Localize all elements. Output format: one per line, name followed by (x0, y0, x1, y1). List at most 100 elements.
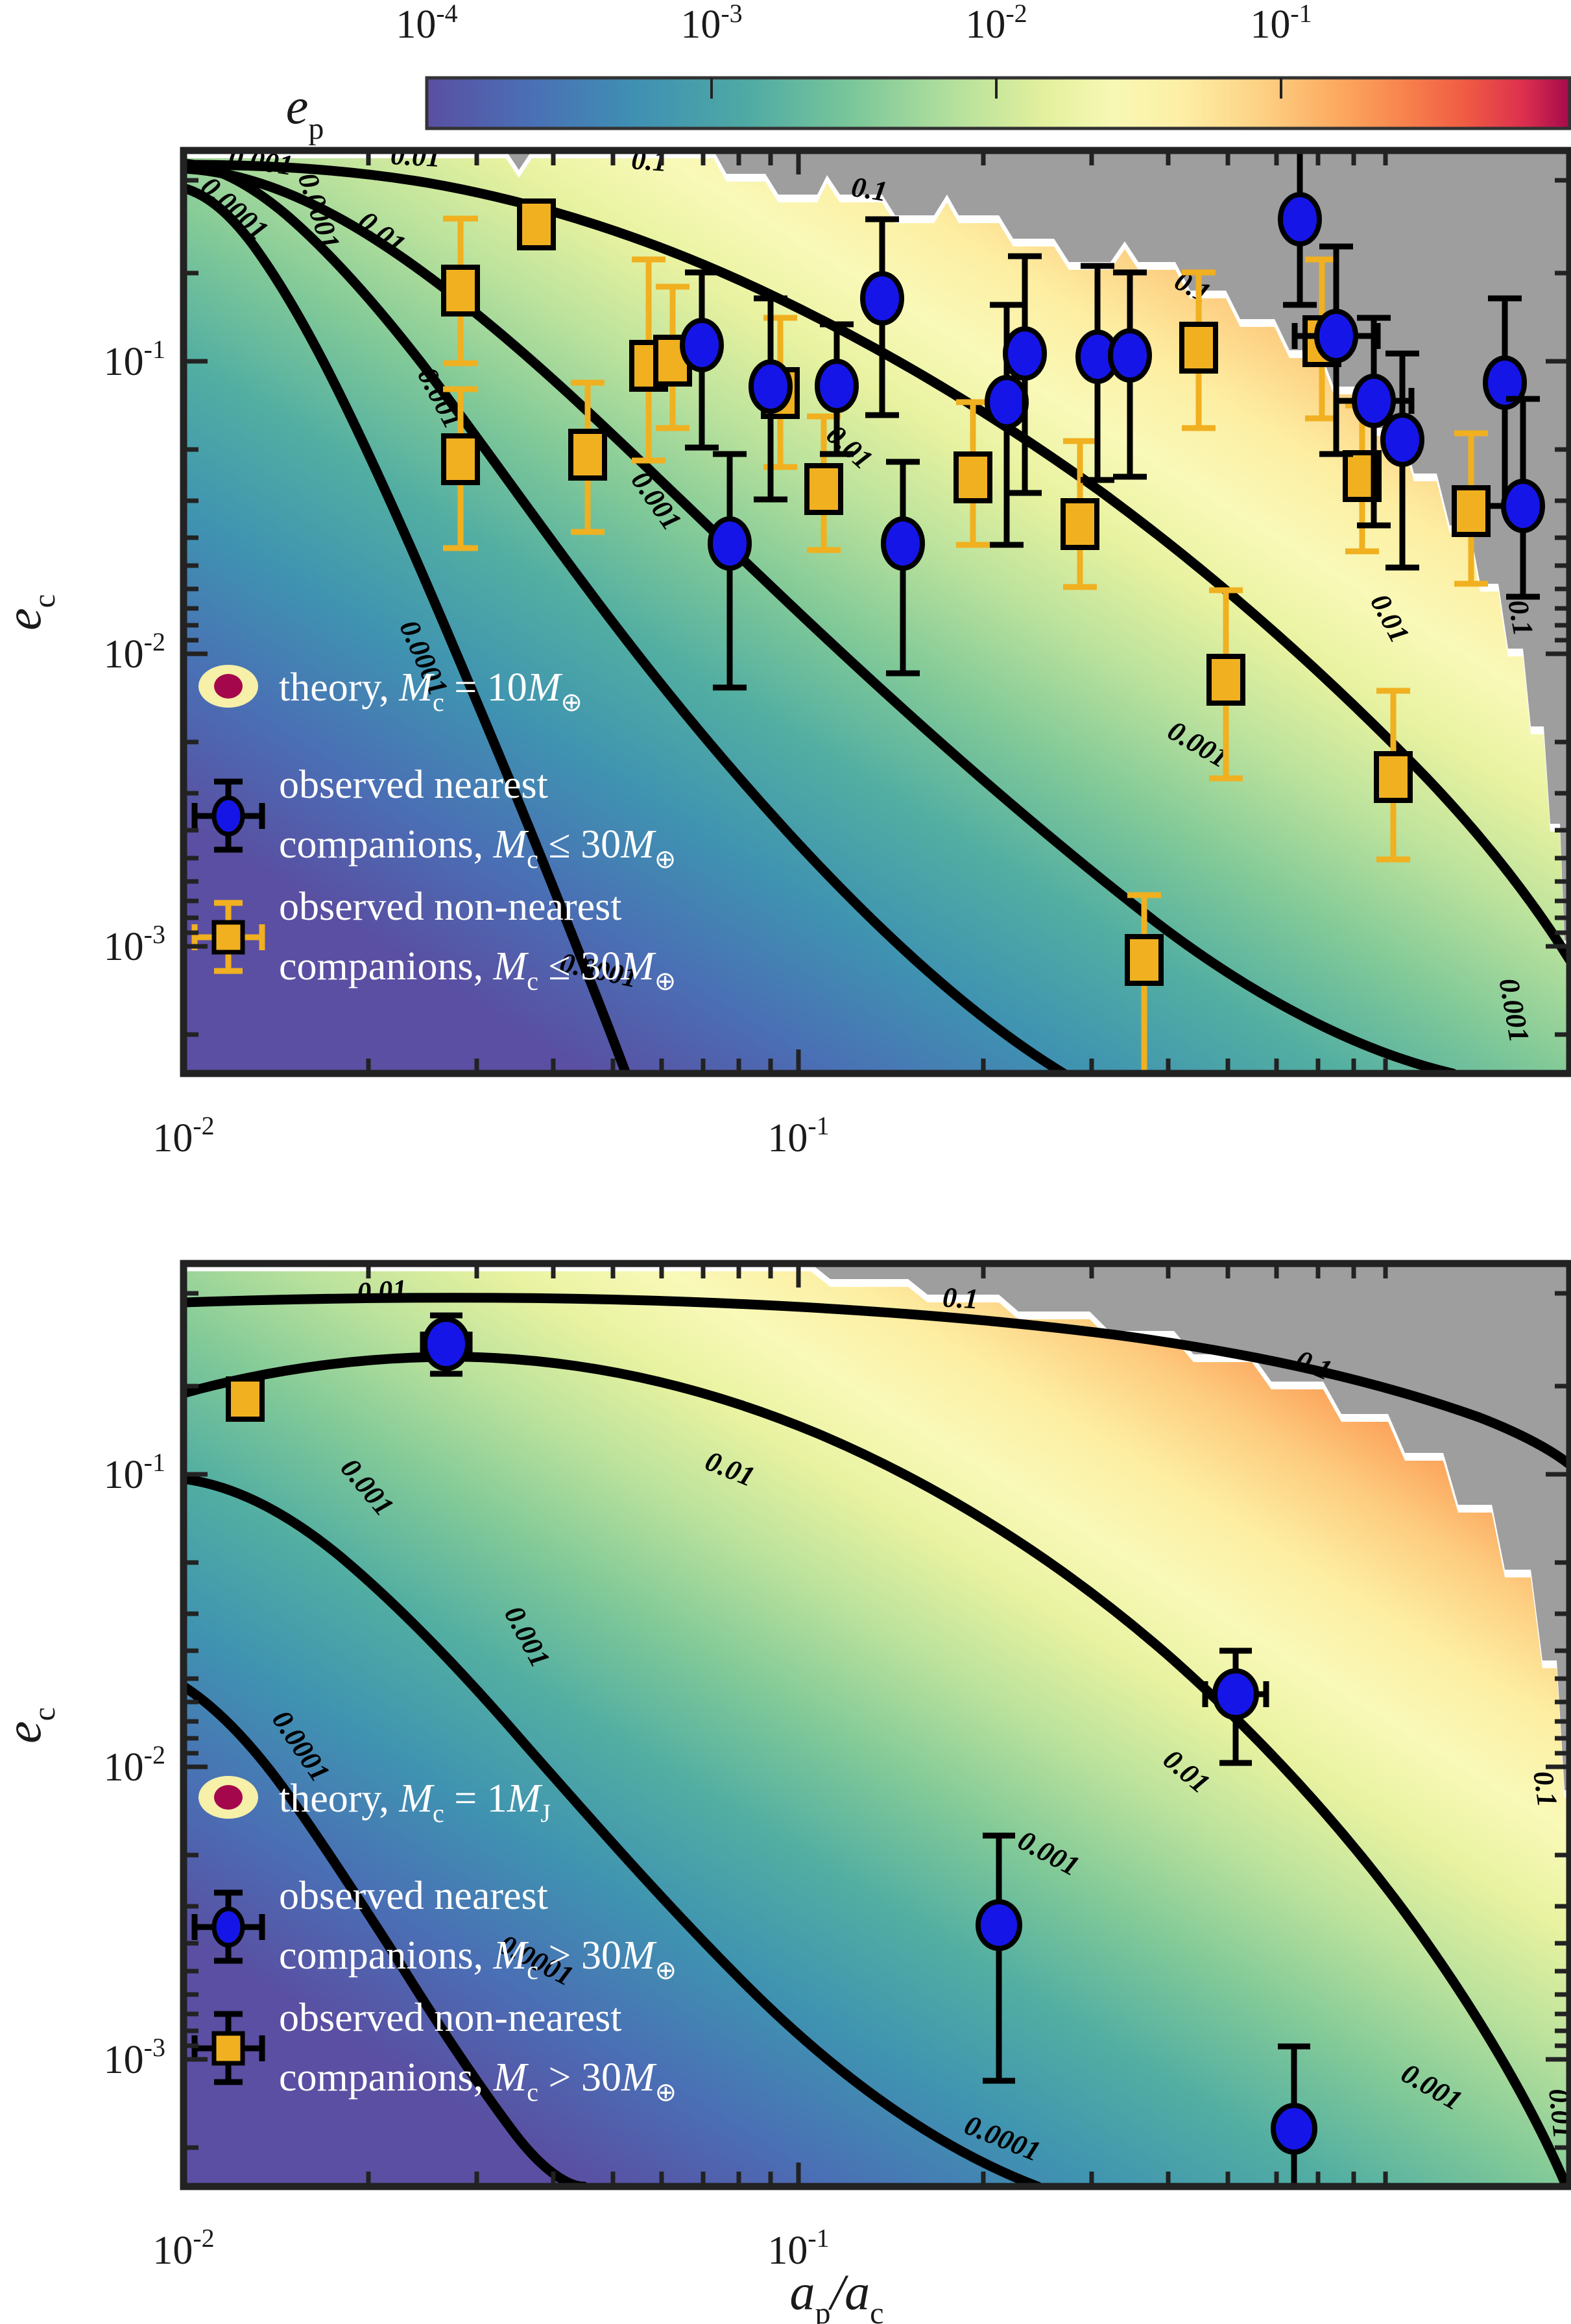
legend-text-theory-top: theory, Mc = 10M⊕ (279, 665, 582, 717)
cb-tick-exp-1: -3 (721, 0, 742, 28)
legend-marker-nonnearest-top (191, 900, 265, 974)
top-ytick-1: 10-2 (104, 627, 165, 677)
data-point-nonnearest (1125, 892, 1164, 1073)
top-ytick-2: 10-3 (104, 920, 165, 969)
svg-text:10-4: 10-4 (396, 0, 457, 47)
data-point-nearest (1333, 315, 1415, 529)
legend-marker-theory-bottom (198, 1776, 258, 1819)
legend-text-nonnearest-l2-top: companions, Mc ≤ 30M⊕ (279, 944, 676, 996)
bottom-panel-ticks (181, 1264, 1570, 2186)
top-panel-frame (180, 147, 1571, 1077)
contour-0.1-bottom (184, 1293, 1570, 1470)
legend-text-nearest-l1-top: observed nearest (279, 763, 548, 807)
data-point-nonnearest (804, 413, 843, 553)
contour-label-0.01-bl-d: 0.01 (1542, 2087, 1571, 2140)
bottom-ytick-1: 10-2 (104, 1740, 165, 1790)
legend-top: theory, Mc = 10M⊕ observed nearest compa… (191, 665, 676, 996)
bottom-ytick-0: 10-1 (104, 1448, 165, 1497)
data-point-nearest (749, 295, 793, 503)
legend-text-nonnearest-l2-bottom: companions, Mc > 30M⊕ (279, 2055, 677, 2107)
contour-0.001-bottom (184, 1474, 1043, 2186)
colorbar-label-main: e (286, 78, 309, 134)
legend-theory-prefix-top: theory, (279, 665, 399, 710)
bottom-ytick-2: 10-3 (104, 2033, 165, 2082)
data-point-nonnearest (953, 399, 992, 548)
data-point-nearest (976, 1832, 1022, 2084)
legend-text-nonnearest-l1-bottom: observed non-nearest (279, 1996, 622, 2040)
data-point-nonnearest (441, 215, 480, 366)
data-point-nearest (1202, 1647, 1269, 1766)
data-point-nearest (1278, 150, 1322, 308)
data-point-nearest (420, 1312, 473, 1377)
legend-marker-nearest-top (191, 778, 265, 853)
data-point-nonnearest (1061, 438, 1099, 590)
bottom-xtick-0: 10-2 (152, 2223, 214, 2273)
data-point-nonnearest (1206, 587, 1245, 782)
contour-label-0.01-a: 0.01 (390, 139, 441, 173)
cb-tick-exp-0: -4 (436, 0, 457, 28)
contour-label-0.1-bl-c: 0.1 (1527, 1769, 1563, 1808)
data-point-nearest (1501, 396, 1545, 600)
data-point-nearest (1291, 243, 1381, 457)
contour-0.0001-bottom (184, 1681, 589, 2186)
legend-bottom: theory, Mc = 1MJ observed nearest compan… (191, 1776, 677, 2107)
bottom-panel-frame (180, 1260, 1571, 2190)
legend-text-nearest-l2-top: companions, Mc ≤ 30M⊕ (279, 822, 676, 874)
contour-0.0001-top (184, 183, 631, 1073)
colorbar-tick-labels: 10-4 10-3 10-2 10-1 (396, 0, 1312, 47)
top-ytick-0: 10-1 (104, 335, 165, 384)
contour-label-0.1-d: 0.1 (1502, 597, 1539, 638)
data-point-nearest (815, 321, 859, 457)
contour-label-0.1-b: 0.1 (849, 171, 889, 208)
svg-text:10-1: 10-1 (1250, 0, 1312, 47)
legend-text-theory-bottom: theory, Mc = 1MJ (279, 1777, 551, 1828)
bottom-field-gradient (184, 1271, 1570, 2186)
top-series-nearest (680, 150, 1545, 691)
svg-text:10-3: 10-3 (680, 0, 742, 47)
cb-tick-base-1: 10 (680, 3, 721, 47)
colorbar-axis-label: ep (286, 78, 324, 146)
top-axis-tick-labels: 10-2 10-1 10-1 10-2 10-3 (104, 335, 830, 1160)
top-xtick-0: 10-2 (152, 1111, 214, 1160)
cb-tick-base-3: 10 (1250, 3, 1290, 47)
data-point-nonnearest (226, 1376, 265, 1422)
data-point-nearest (680, 269, 724, 451)
cb-tick-exp-2: -2 (1005, 0, 1027, 28)
data-point-nearest (1003, 253, 1047, 496)
bottom-xtick-1: 10-1 (767, 2223, 829, 2273)
legend-marker-nonnearest-bottom (191, 2011, 265, 2085)
bottom-yaxis-label: ec (0, 1707, 62, 1743)
data-point-nonnearest (1179, 269, 1218, 431)
bottom-axis-tick-labels: 10-2 10-1 10-1 10-2 10-3 (104, 1448, 830, 2273)
contour-label-0.01-bl-a: 0.01 (356, 1273, 408, 1308)
data-point-nonnearest (441, 386, 480, 551)
legend-theory-prefix-bottom: theory, (279, 1777, 399, 1821)
bottom-series-nonnearest (226, 1376, 265, 1422)
data-point-nonnearest (568, 379, 607, 535)
colorbar-label-sub: p (308, 112, 324, 146)
data-point-nearest (881, 459, 925, 677)
data-point-nearest (708, 451, 752, 691)
contour-0.001-top (184, 158, 1069, 1073)
data-point-nearest (1483, 295, 1527, 509)
data-point-nearest (1271, 2043, 1317, 2186)
legend-text-nearest-l1-bottom: observed nearest (279, 1874, 548, 1918)
contour-label-0.1-bl-a: 0.1 (942, 1282, 979, 1315)
data-point-nearest (860, 216, 904, 418)
data-point-nonnearest (1374, 688, 1413, 863)
data-point-nonnearest (517, 198, 556, 250)
top-xtick-1: 10-1 (767, 1111, 829, 1160)
top-contours (184, 158, 1570, 1073)
legend-text-nearest-l2-bottom: companions, Mc > 30M⊕ (279, 1934, 677, 1985)
top-panel-ticks (181, 150, 1570, 1073)
legend-text-nonnearest-l1-top: observed non-nearest (279, 885, 622, 929)
panel-bottom: 0.01 0.1 0.1 0.1 0.01 0.01 0.01 0.001 0.… (0, 1260, 1571, 2324)
top-field-gradient (184, 158, 1570, 1073)
svg-text:10-2: 10-2 (965, 0, 1027, 47)
legend-marker-theory (198, 665, 258, 708)
cb-tick-base-0: 10 (396, 3, 436, 47)
contour-0.01-top (184, 163, 1458, 1073)
data-point-nonnearest (1452, 430, 1491, 587)
